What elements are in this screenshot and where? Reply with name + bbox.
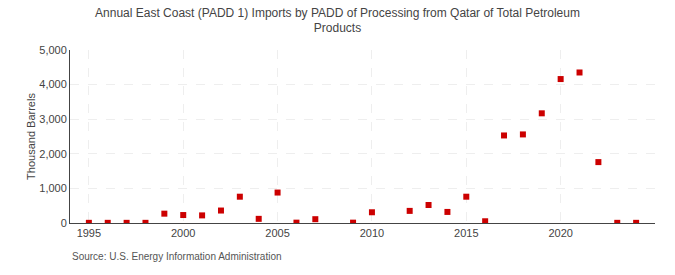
svg-text:3,000: 3,000 xyxy=(39,113,67,125)
svg-text:Annual East Coast (PADD 1) Imp: Annual East Coast (PADD 1) Imports by PA… xyxy=(95,6,580,36)
svg-text:0: 0 xyxy=(61,217,67,229)
svg-text:5,000: 5,000 xyxy=(39,44,67,56)
svg-text:2015: 2015 xyxy=(454,227,478,239)
svg-text:2010: 2010 xyxy=(360,227,384,239)
svg-text:2000: 2000 xyxy=(171,227,195,239)
svg-text:2005: 2005 xyxy=(265,227,289,239)
svg-text:4,000: 4,000 xyxy=(39,78,67,90)
svg-text:2,000: 2,000 xyxy=(39,148,67,160)
svg-text:1995: 1995 xyxy=(77,227,101,239)
svg-text:1,000: 1,000 xyxy=(39,182,67,194)
svg-text:Thousand Barrels: Thousand Barrels xyxy=(25,93,37,180)
svg-text:2020: 2020 xyxy=(548,227,572,239)
svg-text:Source: U.S. Energy Informatio: Source: U.S. Energy Information Administ… xyxy=(72,251,282,262)
